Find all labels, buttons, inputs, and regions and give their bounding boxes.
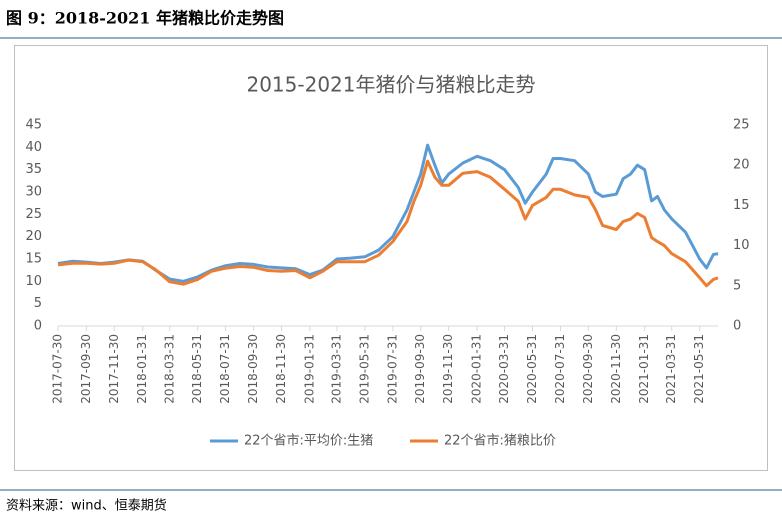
y-tick-label: 10 xyxy=(25,274,42,289)
y-tick-label: 45 xyxy=(25,118,42,133)
chart-frame xyxy=(14,45,768,471)
y-tick-label: 35 xyxy=(25,162,42,177)
x-tick-label: 2018-01-31 xyxy=(135,334,149,404)
x-tick-label: 2021-03-31 xyxy=(664,334,678,404)
chart-title: 2015-2021年猪价与猪粮比走势 xyxy=(246,73,535,97)
x-tick-label: 2019-07-31 xyxy=(385,334,399,404)
x-tick-label: 2020-07-31 xyxy=(553,334,567,404)
x-tick-label: 2018-09-30 xyxy=(246,334,260,404)
legend-label: 22个省市:猪粮比价 xyxy=(444,433,556,449)
y2-tick-label: 10 xyxy=(733,238,750,253)
y2-tick-label: 0 xyxy=(733,319,741,334)
x-tick-label: 2020-01-31 xyxy=(470,334,484,404)
x-tick-label: 2019-03-31 xyxy=(329,334,343,404)
y-tick-label: 0 xyxy=(34,319,42,334)
x-tick-label: 2020-05-31 xyxy=(525,334,539,404)
x-tick-label: 2020-09-30 xyxy=(581,334,595,404)
x-tick-label: 2018-07-31 xyxy=(218,334,232,404)
series-line xyxy=(57,159,719,288)
x-tick-label: 2019-05-31 xyxy=(357,334,371,404)
y-tick-label: 30 xyxy=(25,185,42,200)
x-tick-label: 2017-07-30 xyxy=(51,334,65,404)
y-tick-label: 25 xyxy=(25,207,42,222)
source-note: 资料来源：wind、恒泰期货 xyxy=(6,498,167,514)
x-tick-label: 2017-11-30 xyxy=(107,334,121,404)
y2-tick-label: 25 xyxy=(733,118,750,133)
y2-tick-label: 15 xyxy=(733,198,750,213)
x-tick-label: 2017-09-30 xyxy=(79,334,93,404)
x-tick-label: 2018-11-30 xyxy=(274,334,288,404)
figure-title: 图 9：2018-2021 年猪粮比价走势图 xyxy=(6,9,284,28)
x-tick-label: 2019-09-30 xyxy=(413,334,427,404)
y-tick-label: 20 xyxy=(25,229,42,244)
x-tick-label: 2018-03-31 xyxy=(162,334,176,404)
y-tick-label: 40 xyxy=(25,140,42,155)
x-tick-label: 2018-05-31 xyxy=(190,334,204,404)
x-tick-label: 2019-11-30 xyxy=(441,334,455,404)
legend-label: 22个省市:平均价:生猪 xyxy=(244,433,373,449)
series-line xyxy=(57,143,719,283)
y-tick-label: 5 xyxy=(34,296,42,311)
x-tick-label: 2019-01-31 xyxy=(302,334,316,404)
x-tick-label: 2021-01-31 xyxy=(637,334,651,404)
y-tick-label: 15 xyxy=(25,252,42,267)
y2-tick-label: 20 xyxy=(733,158,750,173)
x-tick-label: 2021-05-31 xyxy=(692,334,706,404)
y2-tick-label: 5 xyxy=(733,278,741,293)
x-tick-label: 2020-11-30 xyxy=(609,334,623,404)
x-tick-label: 2020-03-31 xyxy=(497,334,511,404)
